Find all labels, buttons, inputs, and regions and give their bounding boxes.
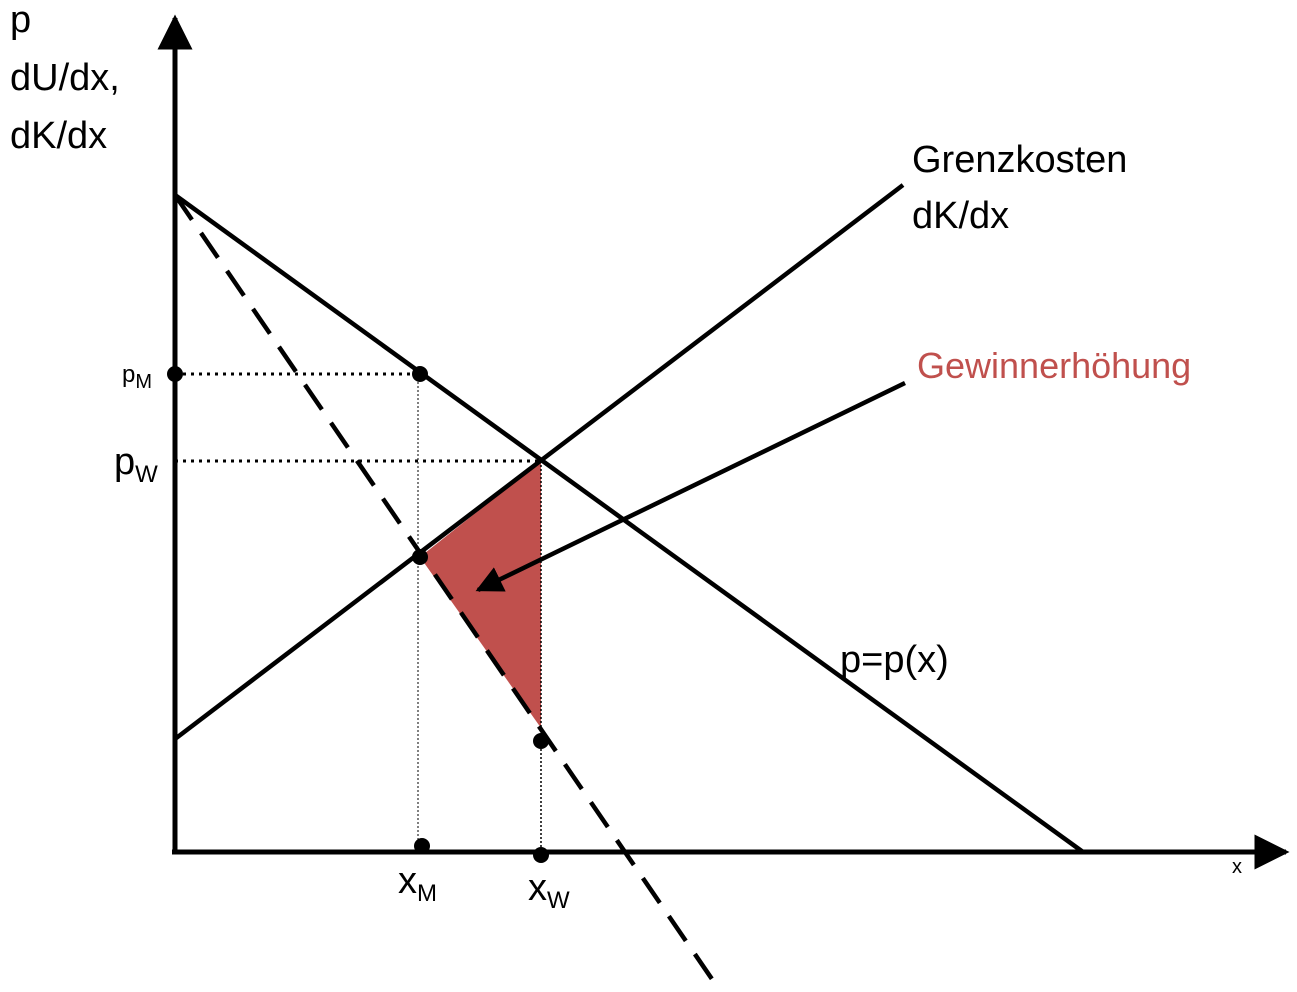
- profit-increase-label: Gewinnerhöhung: [917, 345, 1191, 386]
- xw-axis-point: [533, 847, 549, 863]
- pw-label: pW: [114, 441, 158, 488]
- y-axis-label-line3: dK/dx: [10, 115, 107, 157]
- demand-curve: [173, 193, 1085, 854]
- profit-increase-area: [420, 461, 541, 728]
- marginal-cost-curve: [173, 183, 905, 741]
- x-axis-label: x: [1232, 856, 1242, 878]
- pm-axis-point: [167, 366, 183, 382]
- xm-axis-point: [414, 838, 430, 854]
- y-axis-label-line1: p: [10, 0, 31, 41]
- mc-label-line1: Grenzkosten: [912, 139, 1127, 181]
- demand-curve-label: p=p(x): [840, 639, 949, 681]
- xm-label: xM: [398, 860, 437, 907]
- xw-label: xW: [528, 867, 570, 914]
- pm-label: pM: [122, 361, 152, 393]
- monopoly-mc-mr-point: [412, 549, 428, 565]
- profit-increase-pointer-arrow: [475, 380, 906, 593]
- mc-label-line2: dK/dx: [912, 195, 1009, 237]
- marginal-revenue-curve: [173, 193, 716, 984]
- monopoly-demand-point: [412, 366, 428, 382]
- y-axis-label-line2: dU/dx,: [10, 57, 120, 99]
- mr-at-xw-point: [533, 733, 549, 749]
